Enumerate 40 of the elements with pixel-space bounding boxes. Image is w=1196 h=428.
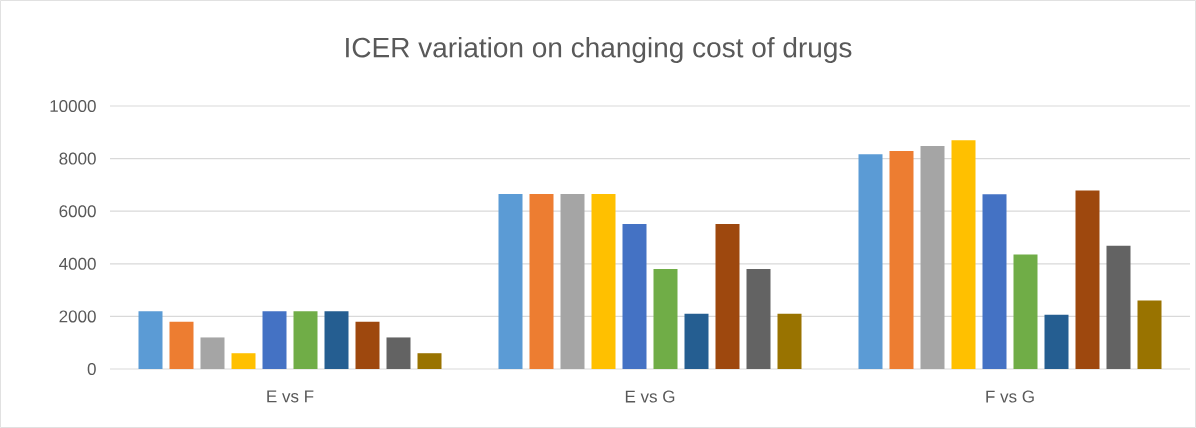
bar (982, 194, 1007, 369)
x-tick-label: F vs G (986, 390, 1034, 403)
bar (231, 353, 256, 369)
bar (889, 150, 914, 369)
bar (324, 311, 349, 369)
bar (777, 313, 802, 369)
bar (200, 337, 225, 369)
chart-title: ICER variation on changing cost of drugs (346, 36, 852, 64)
bar (684, 313, 709, 369)
bar (653, 269, 678, 369)
bar (293, 311, 318, 369)
x-tick-label: E vs G (625, 390, 675, 403)
bar (1013, 254, 1038, 369)
bar (417, 353, 442, 369)
bar (951, 140, 976, 369)
y-tick-label: 2000 (59, 310, 96, 323)
bar (386, 337, 411, 369)
y-tick-label: 0 (87, 362, 96, 376)
y-tick-label: 8000 (59, 152, 96, 165)
bar (746, 269, 771, 369)
x-tick-label: E vs F (267, 390, 314, 403)
bar (715, 224, 740, 369)
bar (1044, 314, 1069, 369)
bar (622, 224, 647, 369)
bar (529, 194, 554, 369)
bar (560, 194, 585, 369)
bar (138, 311, 163, 369)
bar (1075, 190, 1100, 369)
bar (498, 194, 523, 369)
bar (858, 154, 883, 369)
bar (1137, 300, 1162, 369)
y-tick-label: 6000 (59, 205, 96, 218)
y-tick-label: 10000 (50, 99, 96, 113)
bar (169, 321, 194, 369)
bar (591, 194, 616, 369)
bar (1106, 245, 1131, 369)
bar (355, 321, 380, 369)
y-tick-label: 4000 (59, 257, 96, 270)
bar (262, 311, 287, 369)
bar (920, 145, 945, 369)
